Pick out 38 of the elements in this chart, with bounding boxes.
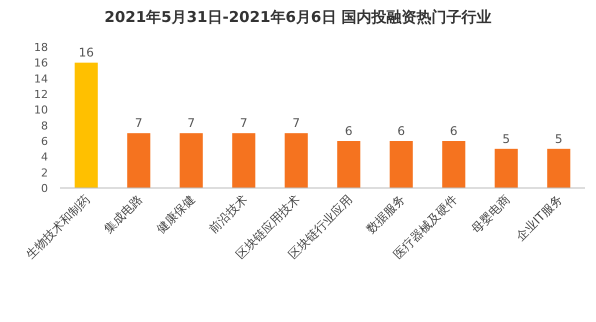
y-tick-label: 14 — [34, 72, 48, 86]
bar — [547, 148, 570, 188]
y-tick-label: 4 — [41, 150, 48, 164]
data-label: 7 — [292, 116, 300, 130]
x-tick-label: 生物技术和制药 — [23, 192, 92, 262]
data-label: 7 — [240, 116, 248, 130]
bar — [180, 133, 203, 188]
x-tick-label: 母婴电商 — [468, 192, 512, 236]
x-tick-label: 企业IT服务 — [513, 192, 565, 244]
bar — [390, 141, 413, 188]
chart-title: 2021年5月31日-2021年6月6日 国内投融资热门子行业 — [104, 8, 492, 26]
bar — [337, 141, 360, 188]
x-tick-label: 集成电路 — [101, 192, 145, 236]
bar — [442, 141, 466, 188]
bar — [232, 133, 256, 188]
y-tick-label: 12 — [34, 88, 48, 101]
x-tick-label: 健康保健 — [154, 192, 198, 236]
data-label: 5 — [554, 132, 563, 146]
y-tick-label: 0 — [41, 182, 48, 195]
bar — [494, 148, 518, 188]
data-label: 6 — [450, 124, 458, 138]
data-label: 7 — [134, 116, 143, 130]
y-tick-label: 2 — [41, 166, 48, 180]
x-tick-label: 前沿技术 — [206, 192, 250, 236]
y-tick-label: 18 — [34, 41, 48, 54]
data-label: 16 — [78, 46, 94, 60]
x-tick-label: 数据服务 — [364, 192, 408, 236]
bar — [74, 62, 98, 188]
data-label: 7 — [187, 116, 196, 130]
data-label: 6 — [344, 124, 353, 138]
y-tick-label: 6 — [41, 135, 48, 148]
data-label: 5 — [502, 132, 510, 146]
data-label: 6 — [397, 124, 406, 138]
y-tick-label: 16 — [34, 56, 48, 70]
y-tick-label: 10 — [34, 104, 48, 117]
bar — [284, 133, 308, 188]
y-tick-label: 8 — [41, 119, 48, 132]
bar — [127, 133, 150, 188]
